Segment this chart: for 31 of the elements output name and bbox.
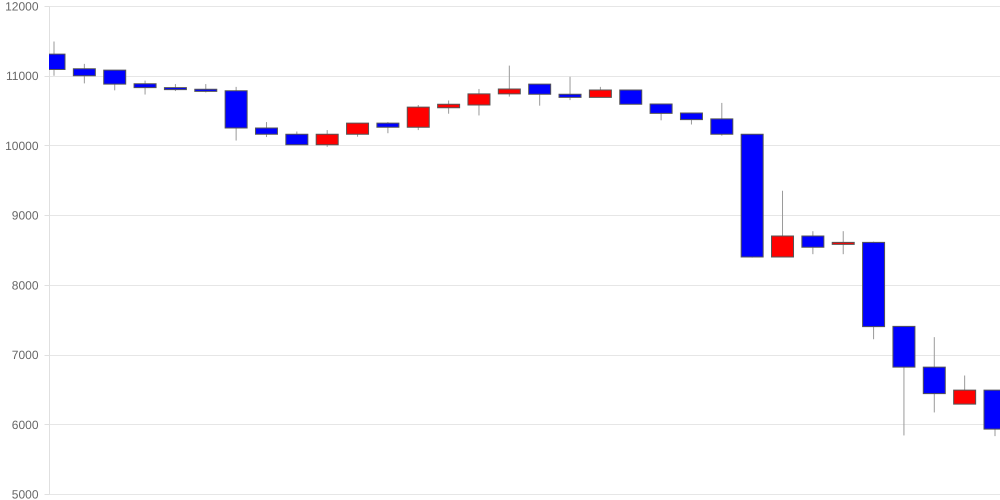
candlestick <box>498 65 521 98</box>
y-tick-label: 10000 <box>5 138 39 153</box>
candlestick <box>467 88 490 116</box>
candlestick <box>346 122 370 138</box>
candlestick <box>832 230 855 255</box>
y-tick-label: 7000 <box>12 348 39 362</box>
candlestick <box>406 104 430 131</box>
candlestick <box>72 63 96 84</box>
candlestick <box>619 90 642 105</box>
y-tick-label: 5000 <box>12 488 39 500</box>
candlestick <box>771 190 794 258</box>
y-tick-label: 8000 <box>12 278 39 292</box>
candlestick <box>528 84 552 106</box>
candlestick <box>316 130 339 148</box>
candlestick <box>650 103 673 121</box>
y-tick-label: 11000 <box>6 69 39 84</box>
candlestick <box>254 122 278 138</box>
candlestick <box>680 112 703 126</box>
candlestick <box>710 102 734 136</box>
candlestick <box>558 76 582 101</box>
candlestick <box>801 230 824 255</box>
candlestick <box>588 86 612 98</box>
candlestick <box>953 374 976 405</box>
candlestick <box>134 80 157 96</box>
candlestick <box>376 122 400 134</box>
candlestick <box>285 130 308 146</box>
y-tick-label: 12000 <box>5 0 39 14</box>
y-tick-label: 9000 <box>12 208 39 223</box>
y-tick-label: 6000 <box>12 418 39 432</box>
candlestick <box>103 70 126 91</box>
candlestick <box>437 100 460 114</box>
